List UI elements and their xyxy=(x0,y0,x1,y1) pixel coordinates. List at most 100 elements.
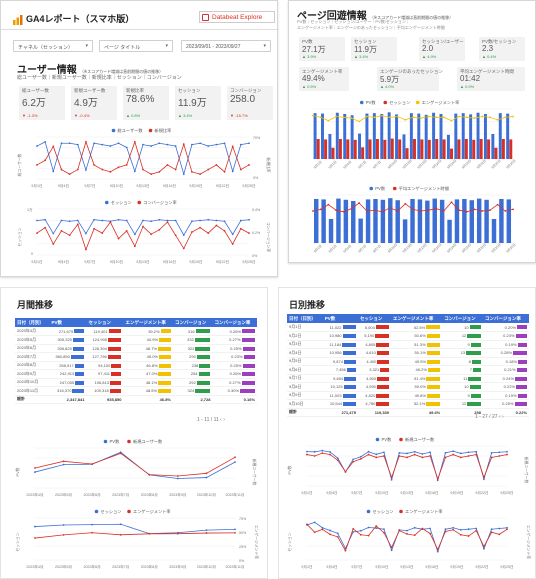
y-tick-label: 0.2% xyxy=(252,231,261,235)
chevron-right-icon[interactable]: › xyxy=(223,417,225,423)
sessions-point xyxy=(199,219,201,222)
table-row: 9月5日 9,874 4,400 49.5% 8 0.18% xyxy=(287,357,529,366)
data-bar xyxy=(426,393,441,398)
data-bar xyxy=(109,380,122,385)
brand-logo: Databeat Explore xyxy=(199,11,275,23)
pv-bar xyxy=(410,199,415,243)
engagement-rate-point xyxy=(313,531,316,534)
column-header[interactable]: コンバージョン率 xyxy=(212,318,257,327)
pv-point xyxy=(313,450,316,453)
table-cell: 126,394 xyxy=(86,344,124,353)
total-users-point xyxy=(166,143,169,146)
new-users-point xyxy=(483,476,485,479)
column-header[interactable]: セッション xyxy=(86,318,124,327)
chevron-left-icon[interactable]: ‹ xyxy=(498,414,501,420)
page-title-filter[interactable]: ページ タイトル ▾ xyxy=(99,40,173,52)
y-axis-label: エンゲージメント率 xyxy=(526,525,531,559)
x-tick-label: 9月4日 xyxy=(343,244,353,254)
x-tick-label: 9月7日 xyxy=(351,564,362,569)
y-tick-label: 25% xyxy=(239,545,247,549)
table-cell: 97,411 xyxy=(86,369,124,379)
data-bar xyxy=(343,402,356,407)
pv-bar xyxy=(417,199,423,243)
pv-point xyxy=(62,463,65,466)
avg-engagement-time-point xyxy=(496,203,499,206)
sessions-bar xyxy=(487,139,491,159)
data-bar xyxy=(107,355,122,360)
new-users-point xyxy=(436,477,439,480)
date-range-filter[interactable]: 2023/09/01 - 2023/09/27 ▾ xyxy=(181,40,271,52)
avg-engagement-time-point xyxy=(450,201,453,204)
column-header[interactable]: コンバージョン xyxy=(442,314,483,323)
engagement-rate-point xyxy=(91,531,94,534)
kpi-sessions: セッション 11.9万 ▲ 3.4% xyxy=(351,37,397,61)
sessions-bar xyxy=(457,139,461,159)
kpi-engaged-sessions: エンゲージのあったセッション 5.9万 ▲ 4.0% xyxy=(377,67,443,91)
engagement-rate-point xyxy=(421,527,424,530)
data-bar xyxy=(343,359,356,364)
sessions-point xyxy=(191,220,193,223)
new-ratio-point xyxy=(191,170,193,173)
x-tick-label: 9月10日 xyxy=(375,490,388,495)
channel-filter[interactable]: チャネル（セッション） ▾ xyxy=(13,40,93,52)
column-header[interactable]: セッション xyxy=(357,314,392,323)
table-cell: 9,654 xyxy=(322,374,358,383)
cvr-point xyxy=(166,221,169,224)
chevron-left-icon[interactable]: ‹ xyxy=(220,417,222,423)
table-cell: 0.28% xyxy=(482,348,529,358)
section-tags: エンゲージメント率｜エンゲージのあったセッション｜平均エンゲージメント時間 xyxy=(297,25,445,30)
new-users-point xyxy=(452,453,455,456)
column-header[interactable]: 日付（月別） xyxy=(15,318,50,327)
pv-bar xyxy=(462,199,467,243)
column-header[interactable]: PV数 xyxy=(322,314,358,323)
data-bar xyxy=(472,368,481,373)
kpi-sessions: セッション 11.9万 ▲ 3.4% xyxy=(175,86,221,120)
pv-bar xyxy=(446,134,450,159)
new-users-line xyxy=(34,452,236,477)
table-cell: 0.23% xyxy=(482,331,529,341)
y-axis-label: エンゲージメント率 xyxy=(254,525,259,559)
data-bar xyxy=(516,385,527,390)
engagement-rate-point xyxy=(465,116,468,119)
data-bar xyxy=(514,402,527,407)
table-cell: 306,825 xyxy=(49,344,87,353)
data-bar xyxy=(72,338,85,343)
brand-text: Databeat Explore xyxy=(212,14,263,21)
engagement-rate-point xyxy=(406,533,408,535)
column-header[interactable]: エンゲージメント率 xyxy=(123,318,173,327)
pv-bar xyxy=(461,113,465,159)
total-users-point xyxy=(142,143,144,146)
avg-engagement-time-point xyxy=(435,207,437,210)
sessions-point xyxy=(166,219,169,222)
total-cell: 0.22% xyxy=(482,407,529,417)
new-users-point xyxy=(234,456,236,459)
sessions-bar xyxy=(472,139,476,159)
x-tick-label: 2023年10月 xyxy=(197,492,216,497)
avg-engagement-time-point xyxy=(389,206,391,209)
y-tick-label: 1万 xyxy=(27,208,33,212)
table-cell: 238 xyxy=(172,361,213,370)
column-header[interactable]: 日付（日別） xyxy=(287,314,323,323)
engagement-rate-line xyxy=(34,532,236,539)
sessions-point xyxy=(231,233,234,236)
sessions-point xyxy=(158,218,161,221)
sessions-point xyxy=(142,219,144,222)
chevron-right-icon[interactable]: › xyxy=(501,414,504,420)
column-header[interactable]: エンゲージメント率 xyxy=(391,314,443,323)
page-info-panel: ページ回遊情報 （※スコアカード増減は直前期間の値の推移） PV数｜セッション｜セ… xyxy=(288,0,536,263)
legend-label: 新規ユーザー数 xyxy=(133,438,163,445)
column-header[interactable]: PV数 xyxy=(49,318,87,327)
data-bar xyxy=(426,342,441,347)
pagination: 1 - 27 / 27 ‹ › xyxy=(475,414,504,420)
table-cell: 316,370 xyxy=(49,386,87,396)
total-users-point xyxy=(191,143,193,146)
column-header[interactable]: コンバージョン xyxy=(172,318,213,327)
column-header[interactable]: コンバージョン率 xyxy=(482,314,529,323)
table-cell: 11 xyxy=(442,374,483,383)
data-bar xyxy=(515,376,527,381)
table-cell: 7,456 xyxy=(322,365,358,375)
sessions-bar xyxy=(398,139,402,159)
table-cell: 0.25% xyxy=(482,399,529,409)
pv-bar xyxy=(476,198,482,243)
